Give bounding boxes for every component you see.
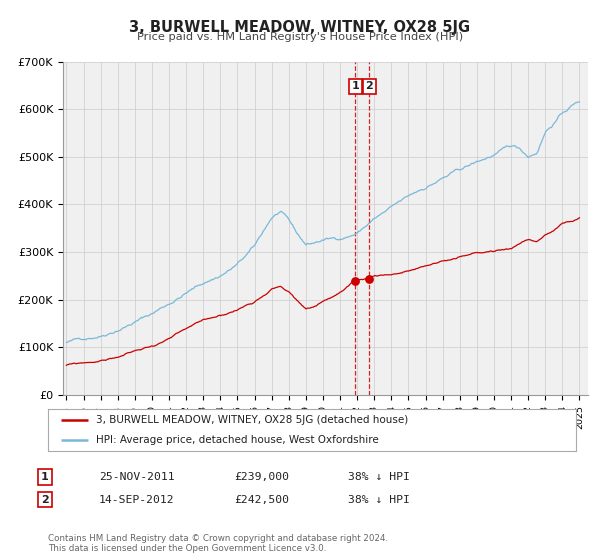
Text: £242,500: £242,500 <box>234 494 289 505</box>
Text: 25-NOV-2011: 25-NOV-2011 <box>99 472 175 482</box>
Text: Contains HM Land Registry data © Crown copyright and database right 2024.
This d: Contains HM Land Registry data © Crown c… <box>48 534 388 553</box>
Text: 38% ↓ HPI: 38% ↓ HPI <box>348 494 410 505</box>
Text: 2: 2 <box>41 494 49 505</box>
Text: 14-SEP-2012: 14-SEP-2012 <box>99 494 175 505</box>
Point <box>364 275 374 284</box>
Text: 38% ↓ HPI: 38% ↓ HPI <box>348 472 410 482</box>
Text: £239,000: £239,000 <box>234 472 289 482</box>
Text: HPI: Average price, detached house, West Oxfordshire: HPI: Average price, detached house, West… <box>95 435 378 445</box>
Text: 3, BURWELL MEADOW, WITNEY, OX28 5JG (detached house): 3, BURWELL MEADOW, WITNEY, OX28 5JG (det… <box>95 415 408 425</box>
Text: 1: 1 <box>41 472 49 482</box>
Text: Price paid vs. HM Land Registry's House Price Index (HPI): Price paid vs. HM Land Registry's House … <box>137 32 463 43</box>
Text: 3, BURWELL MEADOW, WITNEY, OX28 5JG: 3, BURWELL MEADOW, WITNEY, OX28 5JG <box>130 20 470 35</box>
Text: 1: 1 <box>352 81 359 91</box>
Point <box>350 277 360 286</box>
Text: 2: 2 <box>365 81 373 91</box>
